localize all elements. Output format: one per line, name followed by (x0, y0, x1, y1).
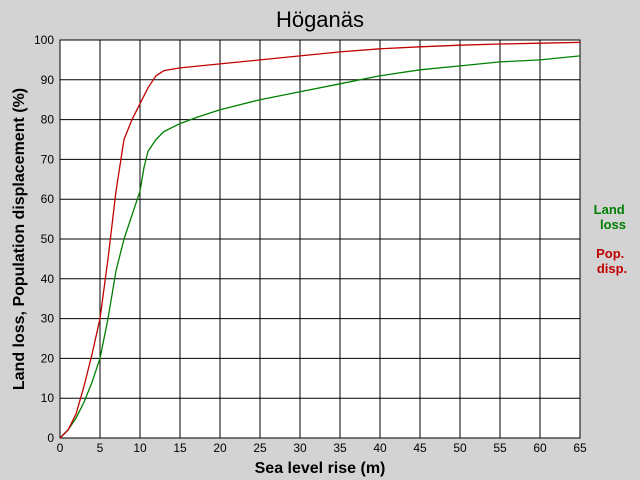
x-tick-label: 50 (453, 441, 467, 455)
x-tick-label: 0 (57, 441, 64, 455)
x-tick-label: 45 (413, 441, 427, 455)
series-line-land-loss (59, 55, 581, 439)
x-tick-label: 20 (213, 441, 227, 455)
tick-labels: 0 5 10 15 20 25 30 35 40 45 50 55 60 65 0 10 20 30 40 50 60 7… (34, 33, 587, 455)
legend-land-loss-line1: Land (594, 202, 625, 217)
x-tick-label: 15 (173, 441, 187, 455)
y-tick-label: 10 (41, 391, 55, 405)
y-tick-label: 80 (41, 113, 55, 127)
grid (59, 39, 581, 439)
legend-pop-disp-line1: Pop. (596, 246, 624, 261)
y-tick-label: 30 (41, 312, 55, 326)
chart-title: Höganäs (276, 7, 364, 32)
x-axis-title: Sea level rise (m) (255, 460, 386, 477)
y-tick-label: 0 (47, 431, 54, 445)
legend-pop-disp: Pop. disp. (596, 246, 628, 276)
legend-pop-disp-line2: disp. (597, 261, 627, 276)
series-line-pop-disp (59, 41, 581, 439)
x-tick-label: 40 (373, 441, 387, 455)
y-axis-title: Land loss, Population displacement (%) (11, 88, 28, 390)
x-tick-label: 55 (493, 441, 507, 455)
x-tick-label: 35 (333, 441, 347, 455)
legend-land-loss-line2: loss (600, 217, 626, 232)
y-tick-label: 60 (41, 192, 55, 206)
y-tick-label: 20 (41, 351, 55, 365)
y-tick-label: 40 (41, 272, 55, 286)
legend-land-loss: Land loss (594, 202, 629, 232)
x-tick-label: 65 (573, 441, 587, 455)
y-tick-label: 50 (41, 232, 55, 246)
series-lines (59, 41, 581, 439)
x-tick-label: 30 (293, 441, 307, 455)
y-tick-label: 70 (41, 152, 55, 166)
y-tick-label: 100 (34, 33, 54, 47)
y-tick-label: 90 (41, 73, 55, 87)
x-tick-label: 5 (97, 441, 104, 455)
x-tick-label: 25 (253, 441, 267, 455)
x-tick-label: 10 (133, 441, 147, 455)
x-tick-label: 60 (533, 441, 547, 455)
